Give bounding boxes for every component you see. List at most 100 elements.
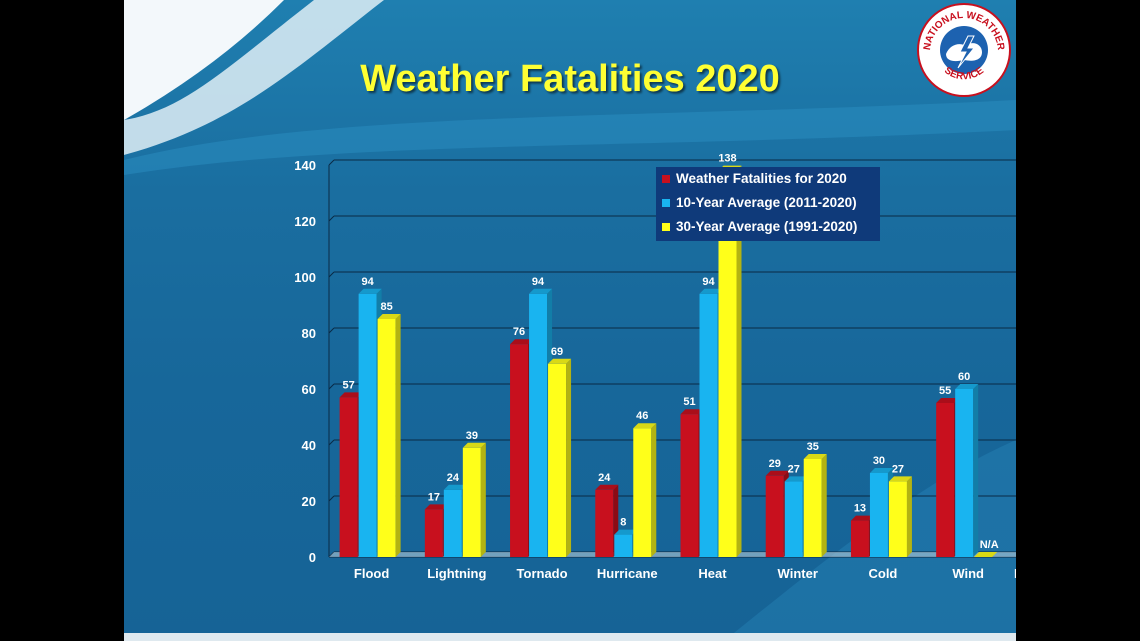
gridline-side: [328, 271, 335, 278]
bar-top: [680, 409, 704, 415]
bar: [699, 293, 718, 557]
data-label: 60: [958, 371, 970, 383]
bar-top: [462, 442, 486, 448]
gridline-side: [328, 383, 335, 390]
data-label: 69: [551, 346, 563, 358]
bar-top: [548, 358, 572, 364]
y-tick-label: 0: [309, 550, 316, 565]
bar-top: [955, 384, 979, 389]
bar-top: [869, 468, 893, 473]
bar-top: [803, 454, 827, 459]
bar: [339, 397, 358, 557]
data-label: 29: [769, 458, 781, 470]
bar-side: [651, 423, 657, 557]
y-tick-label: 140: [294, 158, 316, 173]
bar-top: [850, 515, 874, 521]
bar-top: [936, 398, 960, 403]
bar-side: [906, 476, 912, 557]
nws-logo: NATIONAL WEATHER SERVICE: [917, 3, 1011, 97]
bar: [529, 293, 548, 557]
data-label: 13: [854, 503, 866, 515]
bar: [510, 344, 529, 557]
bar-top: [974, 552, 998, 557]
category-label: Rip Currents: [1014, 566, 1016, 581]
bar-side: [395, 314, 401, 557]
data-label: 76: [513, 326, 525, 338]
bar-top: [633, 423, 657, 429]
gridline-side: [328, 159, 335, 166]
bar-top: [699, 288, 723, 294]
logo-text-bottom: SERVICE: [942, 65, 986, 83]
data-label: 55: [939, 385, 951, 397]
data-label: 24: [447, 472, 460, 484]
data-label: 35: [807, 441, 819, 453]
category-label: Hurricane: [597, 566, 658, 581]
legend-label-10yr: 10-Year Average (2011-2020): [676, 195, 857, 210]
bar-top: [529, 288, 553, 294]
bar-top: [595, 484, 619, 490]
bar-top: [888, 476, 912, 482]
bar: [936, 403, 955, 557]
data-label: 94: [361, 276, 374, 288]
data-label: 27: [788, 463, 800, 475]
svg-text:SERVICE: SERVICE: [942, 65, 986, 83]
gridline-side: [328, 215, 335, 222]
bar: [680, 414, 699, 557]
bottom-bar: [124, 633, 1016, 641]
legend-label-2020: Weather Fatalities for 2020: [676, 171, 847, 186]
chart-legend: Weather Fatalities for 2020 10-Year Aver…: [656, 167, 880, 241]
bar: [850, 520, 869, 557]
data-label: 94: [702, 276, 715, 288]
gridline-side: [328, 327, 335, 334]
page-title: Weather Fatalities 2020: [360, 58, 780, 100]
bar: [784, 481, 803, 557]
legend-item-2020: Weather Fatalities for 2020: [662, 171, 847, 186]
bar: [377, 319, 396, 557]
bar-top: [339, 392, 363, 398]
category-label: Winter: [778, 566, 818, 581]
data-label: 39: [466, 430, 478, 442]
category-label: Cold: [868, 566, 897, 581]
bar: [718, 170, 737, 557]
gridline-side: [328, 495, 335, 502]
y-tick-label: 60: [302, 382, 316, 397]
bar: [614, 534, 633, 557]
data-label: 138: [718, 153, 736, 165]
category-label: Flood: [354, 566, 389, 581]
bar: [595, 489, 614, 557]
legend-label-30yr: 30-Year Average (1991-2020): [676, 219, 858, 234]
data-label: 85: [380, 301, 392, 313]
bar-top: [443, 484, 467, 490]
data-label: 24: [598, 472, 611, 484]
chart-floor: [329, 552, 1016, 557]
data-label: 57: [342, 379, 354, 391]
data-label: N/A: [980, 539, 999, 551]
y-tick-label: 120: [294, 214, 316, 229]
bar-side: [480, 442, 486, 557]
bar: [633, 428, 652, 557]
bar-side: [736, 165, 742, 557]
data-label: 46: [636, 410, 648, 422]
y-tick-label: 80: [302, 326, 316, 341]
bar: [955, 389, 974, 557]
y-tick-label: 20: [302, 494, 316, 509]
bar-top: [510, 339, 534, 345]
category-label: Tornado: [517, 566, 568, 581]
bar-top: [765, 470, 789, 476]
data-label: 8: [620, 517, 626, 529]
y-tick-label: 100: [294, 270, 316, 285]
bar: [443, 489, 462, 557]
bar: [462, 447, 481, 557]
bar: [869, 473, 888, 557]
bar-chart: 0 20 40 60 80 100 120 140 Flood 57 94 85 Lightning 17…: [294, 153, 1016, 581]
category-label: Heat: [698, 566, 727, 581]
bar: [424, 509, 443, 557]
legend-item-10yr: 10-Year Average (2011-2020): [662, 195, 857, 210]
y-tick-label: 40: [302, 438, 316, 453]
bar: [765, 475, 784, 557]
data-label: 17: [428, 491, 440, 503]
data-label: 51: [683, 396, 695, 408]
bar-top: [424, 504, 448, 510]
bar-top: [614, 529, 638, 535]
data-label: 27: [892, 463, 904, 475]
